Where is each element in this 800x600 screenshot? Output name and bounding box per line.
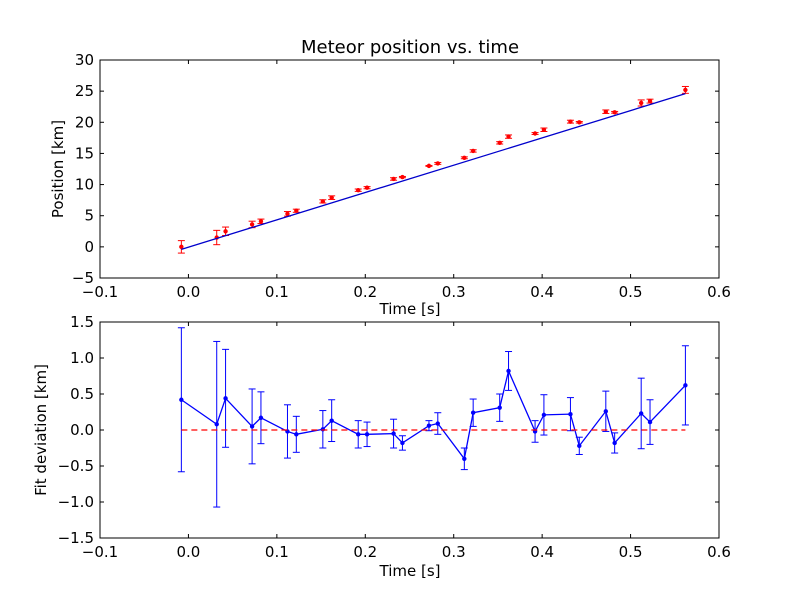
data-point xyxy=(577,120,582,125)
axes-frame xyxy=(99,321,720,539)
data-point xyxy=(603,109,609,114)
data-point xyxy=(638,100,644,106)
data-point xyxy=(568,411,573,417)
x-tick-label: 0.5 xyxy=(619,283,643,301)
x-tick-label: 0.6 xyxy=(707,543,731,561)
data-point xyxy=(497,405,502,410)
data-point xyxy=(568,119,573,124)
data-point xyxy=(249,424,255,429)
data-point xyxy=(470,148,476,154)
data-point xyxy=(400,440,405,446)
data-point xyxy=(541,412,547,418)
y-axis-label: Position [km] xyxy=(49,120,67,218)
position-panel: Meteor position vs. time Time [s] Positi… xyxy=(49,37,731,318)
x-tick-label: −0.1 xyxy=(82,543,118,561)
data-point xyxy=(356,187,361,193)
data-point xyxy=(258,219,264,224)
y-tick-label: 5 xyxy=(84,207,94,225)
axes-frame xyxy=(99,59,720,279)
y-tick-label: 10 xyxy=(75,176,94,194)
x-tick-label: 0.4 xyxy=(530,543,554,561)
y-tick-label: 0.0 xyxy=(70,421,94,439)
data-point xyxy=(532,131,538,136)
x-tick-label: 0.0 xyxy=(176,283,200,301)
deviation-panel: Time [s] Fit deviation [km] −0.1 0.0 0.1 0.… xyxy=(32,313,731,580)
data-point xyxy=(223,229,228,234)
x-tick-label: 0.0 xyxy=(176,543,200,561)
data-point xyxy=(497,140,502,146)
fit-line xyxy=(181,93,686,250)
data-point xyxy=(294,432,299,437)
data-point xyxy=(400,174,405,180)
data-point xyxy=(223,396,228,401)
x-tick-label: 0.3 xyxy=(442,283,466,301)
data-point xyxy=(364,432,370,437)
data-point xyxy=(683,383,688,388)
data-point xyxy=(356,432,361,437)
data-point xyxy=(435,421,440,426)
x-tick-label: 0.2 xyxy=(353,283,377,301)
data-point xyxy=(612,440,617,446)
data-point xyxy=(506,134,511,139)
data-point xyxy=(294,208,299,213)
y-tick-label: 20 xyxy=(75,113,94,131)
x-tick-label: 0.2 xyxy=(353,543,377,561)
y-tick-label: 1.0 xyxy=(70,349,94,367)
data-point xyxy=(435,161,440,166)
x-axis-label: Time [s] xyxy=(379,562,441,580)
data-point xyxy=(258,415,264,420)
data-point xyxy=(647,419,653,425)
x-tick-label: 0.1 xyxy=(265,283,289,301)
y-tick-label: 1.5 xyxy=(70,313,94,331)
data-point xyxy=(638,411,644,416)
y-tick-label: −1.0 xyxy=(58,493,94,511)
data-point xyxy=(541,127,547,132)
y-tick-label: 25 xyxy=(75,82,94,100)
x-tick-label: 0.1 xyxy=(265,543,289,561)
x-axis-label: Time [s] xyxy=(379,300,441,318)
data-point xyxy=(285,211,290,217)
data-point xyxy=(647,98,653,104)
data-point xyxy=(391,176,396,182)
data-point xyxy=(329,418,334,423)
chart-title: Meteor position vs. time xyxy=(301,37,519,58)
deviation-line xyxy=(180,368,686,461)
x-tick-label: 0.6 xyxy=(707,283,731,301)
y-tick-label: −1.5 xyxy=(58,529,94,547)
x-tick-label: 0.3 xyxy=(442,543,466,561)
data-point xyxy=(426,423,432,428)
data-point xyxy=(470,410,476,415)
data-point xyxy=(462,155,467,160)
data-point xyxy=(320,199,326,204)
y-tick-label: 0.5 xyxy=(70,385,94,403)
data-point xyxy=(320,427,326,432)
data-point xyxy=(179,244,184,250)
data-point xyxy=(462,456,467,461)
data-point xyxy=(364,185,370,190)
data-point xyxy=(612,110,617,115)
y-tick-label: 30 xyxy=(75,51,94,69)
data-point xyxy=(603,409,609,414)
data-point xyxy=(506,368,511,374)
y-axis-label: Fit deviation [km] xyxy=(32,364,50,496)
data-point xyxy=(249,222,255,227)
data-point xyxy=(577,443,582,449)
y-tick-label: −0.5 xyxy=(58,457,94,475)
y-tick-label: 0 xyxy=(84,238,94,256)
data-point xyxy=(214,422,219,427)
y-tick-label: −5 xyxy=(72,269,94,287)
data-point xyxy=(329,195,334,200)
x-tick-label: 0.5 xyxy=(619,543,643,561)
data-point xyxy=(179,397,184,402)
x-tick-label: −0.1 xyxy=(82,283,118,301)
y-tick-label: 15 xyxy=(75,144,94,162)
data-point xyxy=(391,431,396,436)
x-tick-label: 0.4 xyxy=(530,283,554,301)
data-point xyxy=(683,87,688,93)
data-point xyxy=(426,163,432,169)
